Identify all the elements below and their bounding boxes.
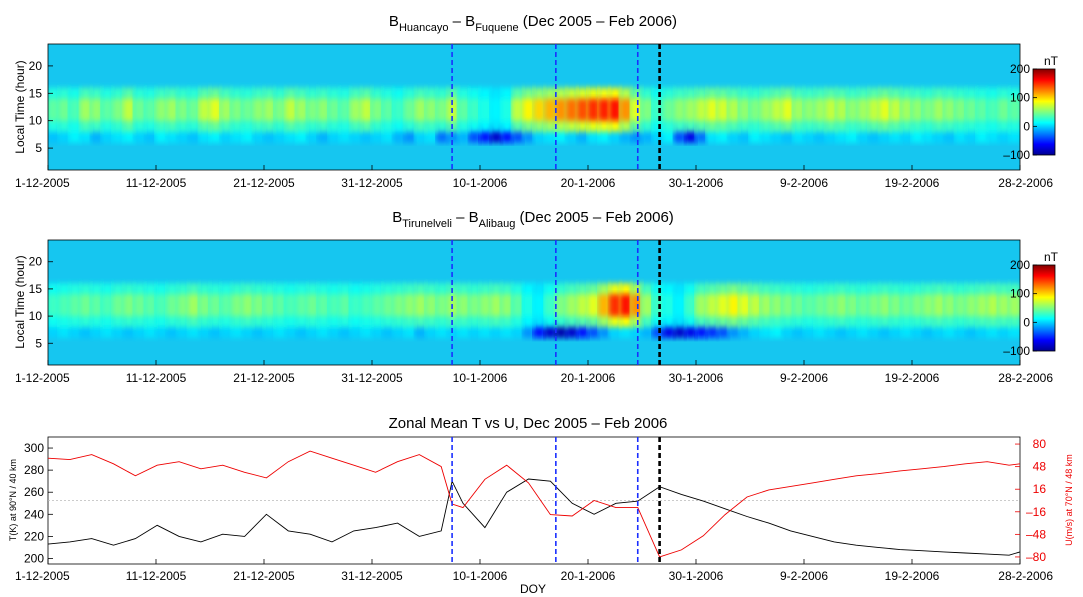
x-tick-label: 30-1-2006 bbox=[669, 569, 724, 583]
panel-zonal-mean: Zonal Mean T vs U, Dec 2005 – Feb 2006 2… bbox=[8, 415, 1074, 596]
colorbar-tick-label: 200 bbox=[1010, 62, 1030, 76]
x-tick-label: 28-2-2006 bbox=[998, 371, 1053, 385]
y-tick-label: 5 bbox=[35, 336, 42, 350]
x-tick-label: 20-1-2006 bbox=[561, 176, 616, 190]
y-tick-label: 20 bbox=[29, 255, 43, 269]
colorbar-tick-label: 100 bbox=[1010, 91, 1030, 105]
colorbar-gradient bbox=[1033, 69, 1055, 155]
colorbar-tick-label: –100 bbox=[1003, 344, 1030, 358]
x-tick-label: 19-2-2006 bbox=[885, 176, 940, 190]
left-tick-label: 200 bbox=[24, 551, 44, 565]
x-tick-label: 21-12-2005 bbox=[233, 176, 295, 190]
x-tick-label: 19-2-2006 bbox=[885, 569, 940, 583]
x-tick-label: 9-2-2006 bbox=[780, 176, 828, 190]
x-tick-label: 30-1-2006 bbox=[669, 371, 724, 385]
colorbar-unit: nT bbox=[1044, 250, 1059, 264]
x-tick-label: 1-12-2005 bbox=[15, 176, 70, 190]
panel3-left-label: T(K) at 90°N / 40 km bbox=[8, 459, 18, 541]
x-tick-label: 11-12-2005 bbox=[126, 176, 187, 190]
colorbar-tick-label: 200 bbox=[1010, 258, 1030, 272]
panel1-title: BHuancayo – BFuquene (Dec 2005 – Feb 200… bbox=[389, 13, 677, 34]
colorbar-tick-label: –100 bbox=[1003, 148, 1030, 162]
right-tick-label: –48 bbox=[1026, 527, 1046, 541]
y-tick-label: 20 bbox=[29, 59, 43, 73]
x-tick-label: 28-2-2006 bbox=[998, 176, 1053, 190]
y-tick-label: 15 bbox=[29, 86, 43, 100]
x-tick-label: 20-1-2006 bbox=[561, 371, 616, 385]
right-tick-label: 16 bbox=[1033, 482, 1047, 496]
x-tick-label: 31-12-2005 bbox=[341, 176, 403, 190]
left-tick-label: 280 bbox=[24, 463, 44, 477]
colorbar-tick-label: 0 bbox=[1023, 119, 1030, 133]
x-tick-label: 1-12-2005 bbox=[15, 569, 70, 583]
x-tick-label: 21-12-2005 bbox=[233, 569, 295, 583]
colorbar-unit: nT bbox=[1044, 54, 1059, 68]
panel3-x-label: DOY bbox=[520, 582, 546, 596]
panel-huancayo-fuquene: BHuancayo – BFuquene (Dec 2005 – Feb 200… bbox=[13, 13, 1059, 190]
x-tick-label: 19-2-2006 bbox=[885, 371, 940, 385]
colorbar-tick-label: 0 bbox=[1023, 315, 1030, 329]
y-tick-label: 5 bbox=[35, 141, 42, 155]
x-tick-label: 11-12-2005 bbox=[126, 371, 187, 385]
x-tick-label: 31-12-2005 bbox=[341, 569, 403, 583]
x-tick-label: 30-1-2006 bbox=[669, 176, 724, 190]
colorbar-tick-label: 100 bbox=[1010, 287, 1030, 301]
x-tick-label: 10-1-2006 bbox=[453, 371, 508, 385]
panel2-y-label: Local Time (hour) bbox=[13, 255, 27, 348]
left-tick-label: 260 bbox=[24, 485, 44, 499]
left-tick-label: 220 bbox=[24, 529, 44, 543]
panel-tirunelveli-alibaug: BTirunelveli – BAlibaug (Dec 2005 – Feb … bbox=[13, 209, 1059, 385]
y-tick-label: 10 bbox=[29, 114, 43, 128]
x-tick-label: 31-12-2005 bbox=[341, 371, 403, 385]
y-tick-label: 15 bbox=[29, 282, 43, 296]
panel3-title: Zonal Mean T vs U, Dec 2005 – Feb 2006 bbox=[389, 415, 668, 432]
x-tick-label: 1-12-2005 bbox=[15, 371, 70, 385]
panel1-y-label: Local Time (hour) bbox=[13, 60, 27, 153]
right-tick-label: 48 bbox=[1033, 460, 1047, 474]
y-tick-label: 10 bbox=[29, 309, 43, 323]
x-tick-label: 10-1-2006 bbox=[453, 569, 508, 583]
panel2-heatmap bbox=[47, 283, 1021, 337]
left-tick-label: 300 bbox=[24, 441, 44, 455]
x-tick-label: 28-2-2006 bbox=[998, 569, 1053, 583]
x-tick-label: 9-2-2006 bbox=[780, 569, 828, 583]
panel3-right-label: U(m/s) at 70°N / 48 km bbox=[1064, 454, 1074, 546]
panel2-title: BTirunelveli – BAlibaug (Dec 2005 – Feb … bbox=[392, 209, 674, 230]
colorbar-gradient bbox=[1033, 265, 1055, 351]
panel1-heatmap bbox=[47, 88, 1021, 143]
x-tick-label: 21-12-2005 bbox=[233, 371, 295, 385]
x-tick-label: 10-1-2006 bbox=[453, 176, 508, 190]
right-tick-label: 80 bbox=[1033, 437, 1047, 451]
x-tick-label: 9-2-2006 bbox=[780, 371, 828, 385]
right-tick-label: –16 bbox=[1026, 505, 1046, 519]
left-tick-label: 240 bbox=[24, 507, 44, 521]
right-tick-label: –80 bbox=[1026, 550, 1046, 564]
x-tick-label: 11-12-2005 bbox=[126, 569, 187, 583]
x-tick-label: 20-1-2006 bbox=[561, 569, 616, 583]
